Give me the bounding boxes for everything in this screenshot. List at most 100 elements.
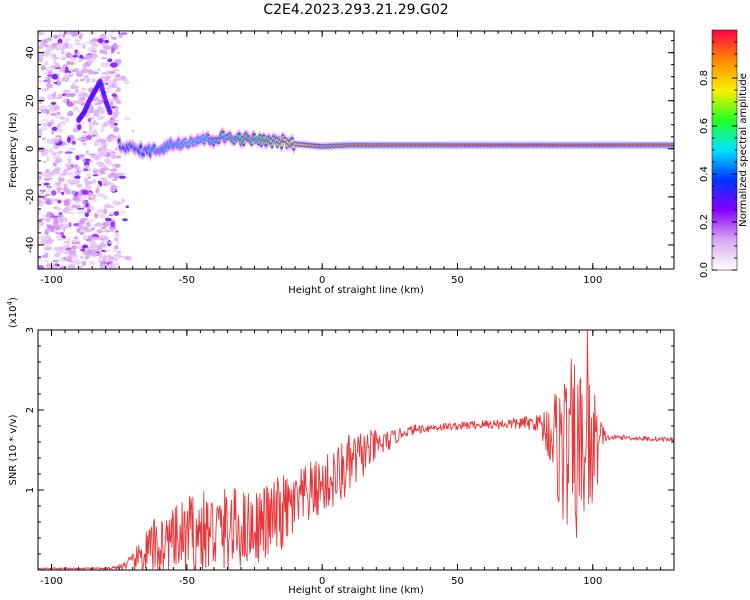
heatmap-cell [68, 201, 72, 204]
heatmap-cell [62, 33, 66, 38]
snr-y-scale-exponent: 4 [6, 300, 14, 305]
y-tick-label: 40 [25, 46, 36, 59]
heatmap-y-axis-label: Frequency (Hz) [8, 112, 19, 188]
heatmap-cell [72, 55, 79, 58]
heatmap-cell [59, 129, 65, 132]
x-tick-label: -100 [40, 576, 63, 587]
heatmap-cell [54, 114, 62, 119]
heatmap-cell [53, 62, 60, 65]
heatmap-cell [70, 57, 74, 60]
heatmap-cell [89, 39, 98, 42]
heatmap-cell [114, 245, 119, 250]
heatmap-cell [71, 238, 77, 244]
heatmap-cell [50, 264, 58, 269]
heatmap-cell [66, 178, 72, 184]
heatmap-cell [79, 255, 85, 259]
heatmap-cell [63, 169, 68, 174]
snr-y-scale-note: (x104) [6, 297, 19, 328]
heatmap-cell [47, 171, 53, 176]
heatmap-cell [77, 190, 83, 197]
heatmap-cell [107, 58, 113, 63]
heatmap-cell [114, 233, 120, 237]
heatmap-cell [131, 129, 135, 133]
heatmap-cell [62, 245, 68, 249]
heatmap-cell [70, 251, 77, 256]
heatmap-cell [45, 109, 50, 115]
heatmap-cell [107, 241, 114, 244]
heatmap-cell [96, 192, 100, 195]
heatmap-cell [71, 204, 78, 209]
heatmap-cell [40, 151, 48, 157]
heatmap-cell [82, 141, 88, 146]
y-tick-label: 1 [25, 487, 36, 493]
heatmap-cell [87, 69, 94, 75]
heatmap-cell [79, 58, 83, 61]
heatmap-cell [44, 245, 52, 251]
colorbar-label: Normalized spectral amplitude [738, 73, 749, 227]
heatmap-cell [85, 202, 89, 207]
heatmap-cell [52, 91, 57, 98]
heatmap-cell [38, 45, 43, 50]
heatmap-cell [61, 191, 65, 195]
heatmap-cell [111, 163, 116, 168]
heatmap-cell [109, 168, 118, 172]
heatmap-cell [88, 153, 97, 156]
heatmap-cell [102, 213, 107, 220]
heatmap-cell [86, 78, 90, 84]
x-tick-label: 100 [583, 576, 602, 587]
heatmap-cell [47, 266, 51, 269]
heatmap-cell [84, 247, 89, 252]
y-tick-label: 2 [25, 407, 36, 413]
heatmap-cell [64, 37, 71, 42]
colorbar-tick-label: 0.0 [699, 262, 710, 278]
heatmap-cell [38, 220, 43, 226]
heatmap-cell [63, 250, 71, 255]
heatmap-cell [109, 79, 114, 85]
heatmap-cell [50, 130, 55, 135]
heatmap-cell [70, 172, 74, 179]
heatmap-cell [85, 74, 89, 79]
heatmap-cell [82, 131, 88, 134]
heatmap-cell [64, 151, 73, 154]
heatmap-cell [110, 47, 115, 53]
heatmap-cell [45, 227, 52, 232]
heatmap-cell [83, 251, 89, 254]
heatmap-cell [58, 218, 65, 224]
heatmap-cell [93, 212, 99, 219]
heatmap-cell [120, 198, 126, 204]
heatmap-cell [107, 159, 112, 166]
heatmap-cell [74, 240, 81, 245]
heatmap-cell [55, 80, 62, 86]
heatmap-cell [56, 122, 62, 128]
heatmap-cell [63, 199, 69, 204]
heatmap-cell [65, 117, 70, 123]
heatmap-cell [107, 98, 115, 103]
heatmap-cell [63, 258, 71, 261]
heatmap-cell [79, 78, 85, 82]
heatmap-cell [102, 195, 109, 200]
heatmap-cell [38, 31, 45, 36]
heatmap-cell [41, 89, 49, 92]
heatmap-cell [96, 209, 105, 214]
heatmap-cell [92, 174, 98, 177]
y-tick-label: -40 [25, 237, 36, 253]
heatmap-cell [50, 52, 54, 59]
heatmap-cell [103, 122, 108, 128]
heatmap-cell [53, 222, 59, 228]
heatmap-cell [89, 131, 97, 136]
heatmap-cell [45, 193, 51, 197]
heatmap-cell [80, 68, 89, 74]
heatmap-cell [74, 42, 82, 46]
heatmap-cell [112, 200, 119, 206]
x-tick-label: 0 [319, 576, 325, 587]
heatmap-cell [42, 194, 47, 201]
heatmap-cell [67, 110, 74, 117]
heatmap-cell [44, 236, 48, 241]
heatmap-cell [107, 174, 113, 179]
heatmap-cell [67, 166, 72, 171]
snr-frame [37, 329, 675, 571]
heatmap-cell [62, 98, 68, 103]
heatmap-cell [85, 150, 89, 155]
heatmap-cell [92, 169, 99, 173]
heatmap-cell [106, 86, 111, 91]
